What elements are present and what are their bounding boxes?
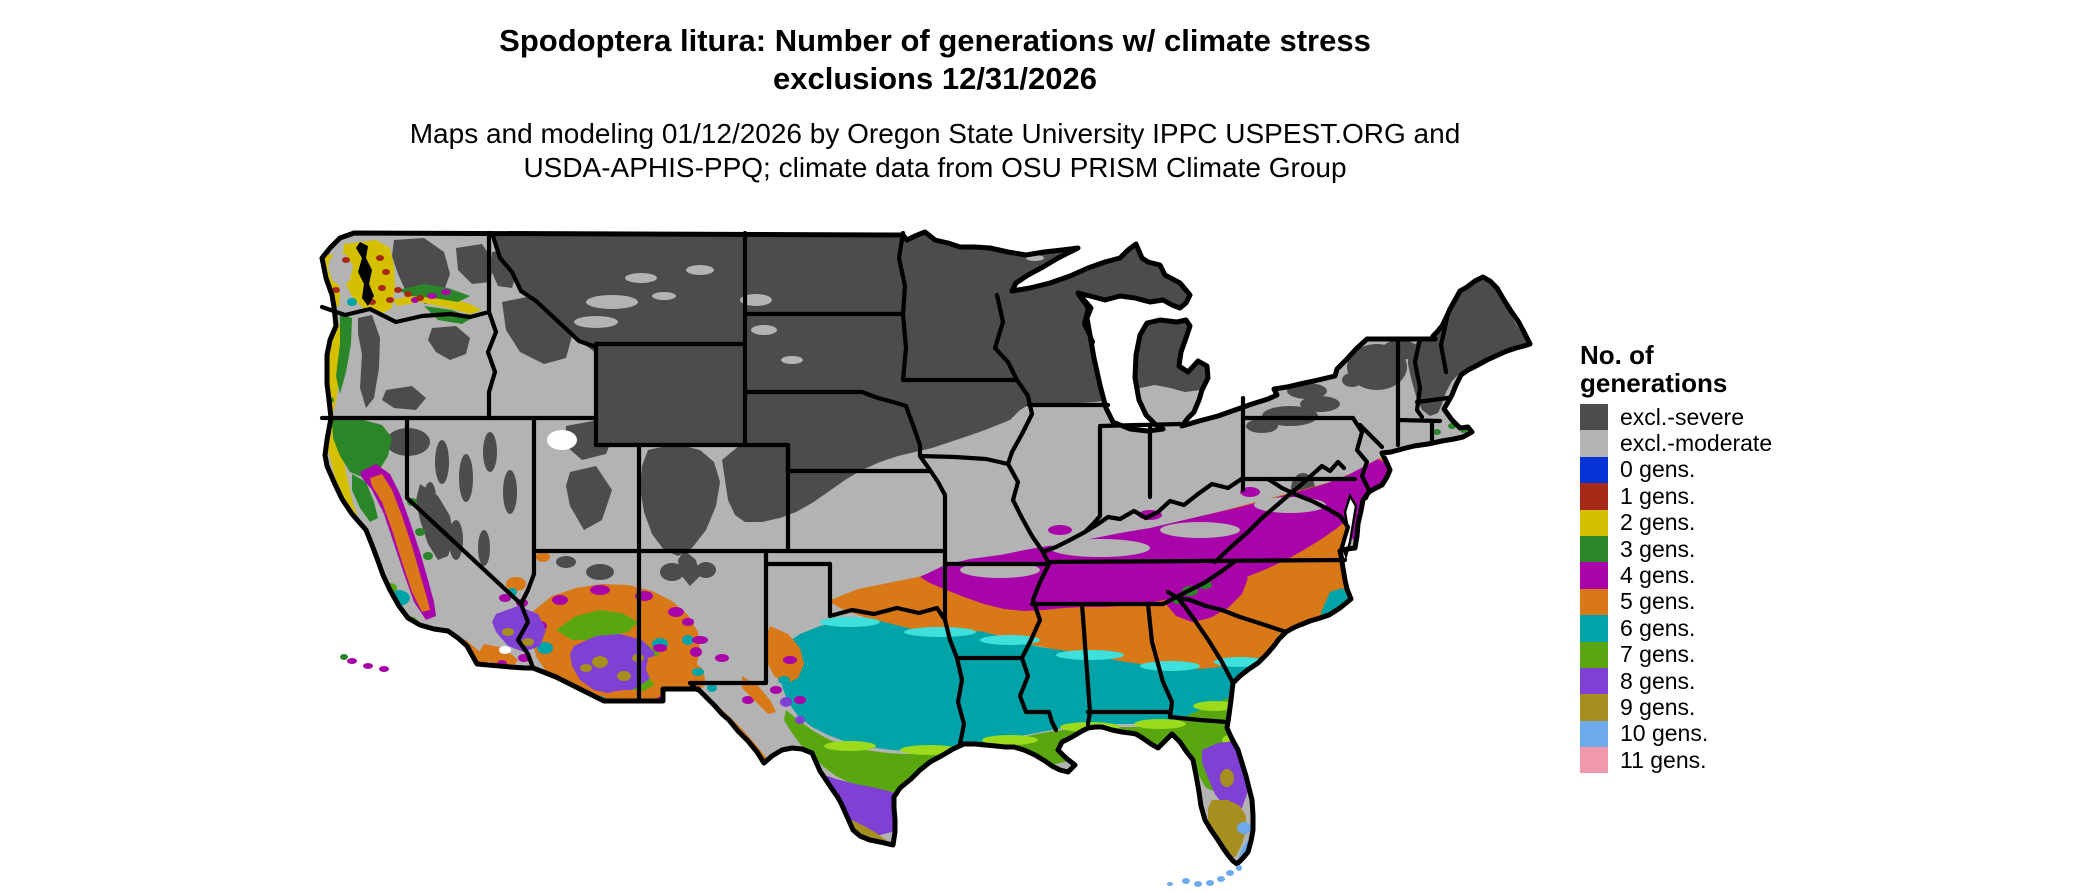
legend-swatch-5-gens [1580,588,1608,616]
legend-label: 9 gens. [1620,694,1696,720]
legend-swatch-11-gens [1580,747,1608,774]
legend-item-excl-moderate: excl.-moderate [1580,430,1773,457]
legend-label: 3 gens. [1620,535,1696,562]
layer-southwest [499,552,806,770]
puget-sound [356,242,374,306]
legend-label: 10 gens. [1620,720,1709,747]
legend-item-5-gens: 5 gens. [1580,588,1772,616]
legend-label: 0 gens. [1620,456,1696,483]
legend-title-line1: No. of [1580,340,1654,370]
legend-item-excl-severe: excl.-severe [1580,403,1772,431]
map-title-line1: Spodoptera litura: Number of generations… [499,23,1371,58]
map-title: Spodoptera litura: Number of generations… [335,22,1535,98]
legend-swatch-1-gens [1580,483,1608,510]
legend-label: excl.-severe [1620,403,1744,430]
legend-item-1-gens: 1 gens. [1580,482,1772,510]
legend-item-0-gens: 0 gens. [1580,456,1772,484]
legend-label: 5 gens. [1620,588,1696,615]
legend-label: 4 gens. [1620,562,1696,589]
legend-swatch-excl-severe [1580,404,1608,431]
legend-label: excl.-moderate [1620,430,1773,457]
legend-swatch-9-gens [1580,694,1608,721]
map-subtitle: Maps and modeling 01/12/2026 by Oregon S… [335,117,1535,185]
legend-swatch-2-gens [1580,509,1608,536]
layer-excl-severe [358,233,1529,598]
islands [340,654,1242,887]
legend-label: 6 gens. [1620,614,1696,641]
legend-item-4-gens: 4 gens. [1580,562,1772,589]
map-subtitle-line2: USDA-APHIS-PPQ; climate data from OSU PR… [523,152,1347,183]
legend-swatch-7-gens [1580,641,1608,668]
conus-outline [319,229,1533,867]
legend-swatch-excl-moderate [1580,430,1608,457]
legend-label: 11 gens. [1620,746,1707,773]
legend-swatch-0-gens [1580,456,1608,484]
legend-item-9-gens: 9 gens. [1580,694,1772,721]
legend-title: No. of generations [1580,341,1772,397]
legend-swatch-10-gens [1580,720,1608,748]
legend-label: 2 gens. [1620,509,1696,536]
delaware-bay [1363,490,1374,506]
florida-keys [1167,865,1242,887]
map-subtitle-line1: Maps and modeling 01/12/2026 by Oregon S… [409,118,1461,149]
legend-label: 8 gens. [1620,667,1696,694]
legend-item-2-gens: 2 gens. [1580,509,1772,536]
legend-swatch-3-gens [1580,535,1608,563]
legend-item-3-gens: 3 gens. [1580,535,1772,563]
legend-item-8-gens: 8 gens. [1580,667,1772,695]
map-title-line2: exclusions 12/31/2026 [772,61,1097,96]
legend-item-6-gens: 6 gens. [1580,614,1772,642]
legend-swatch-8-gens [1580,667,1608,695]
layer-southern-bands [780,458,1392,792]
legend-item-11-gens: 11 gens. [1580,746,1772,774]
legend: No. of generations excl.-severe excl.-mo… [1580,341,1773,774]
legend-title-line2: generations [1580,368,1728,398]
legend-items: excl.-severe excl.-moderate 0 gens. 1 ge… [1580,403,1773,774]
state-borders [319,230,1451,747]
great-salt-lake [547,430,577,450]
legend-item-10-gens: 10 gens. [1580,720,1772,748]
legend-item-7-gens: 7 gens. [1580,641,1772,668]
salton-sea [499,646,511,654]
legend-label: 7 gens. [1620,641,1696,668]
legend-label: 1 gens. [1620,482,1696,509]
legend-swatch-6-gens [1580,615,1608,642]
legend-swatch-4-gens [1580,562,1608,589]
